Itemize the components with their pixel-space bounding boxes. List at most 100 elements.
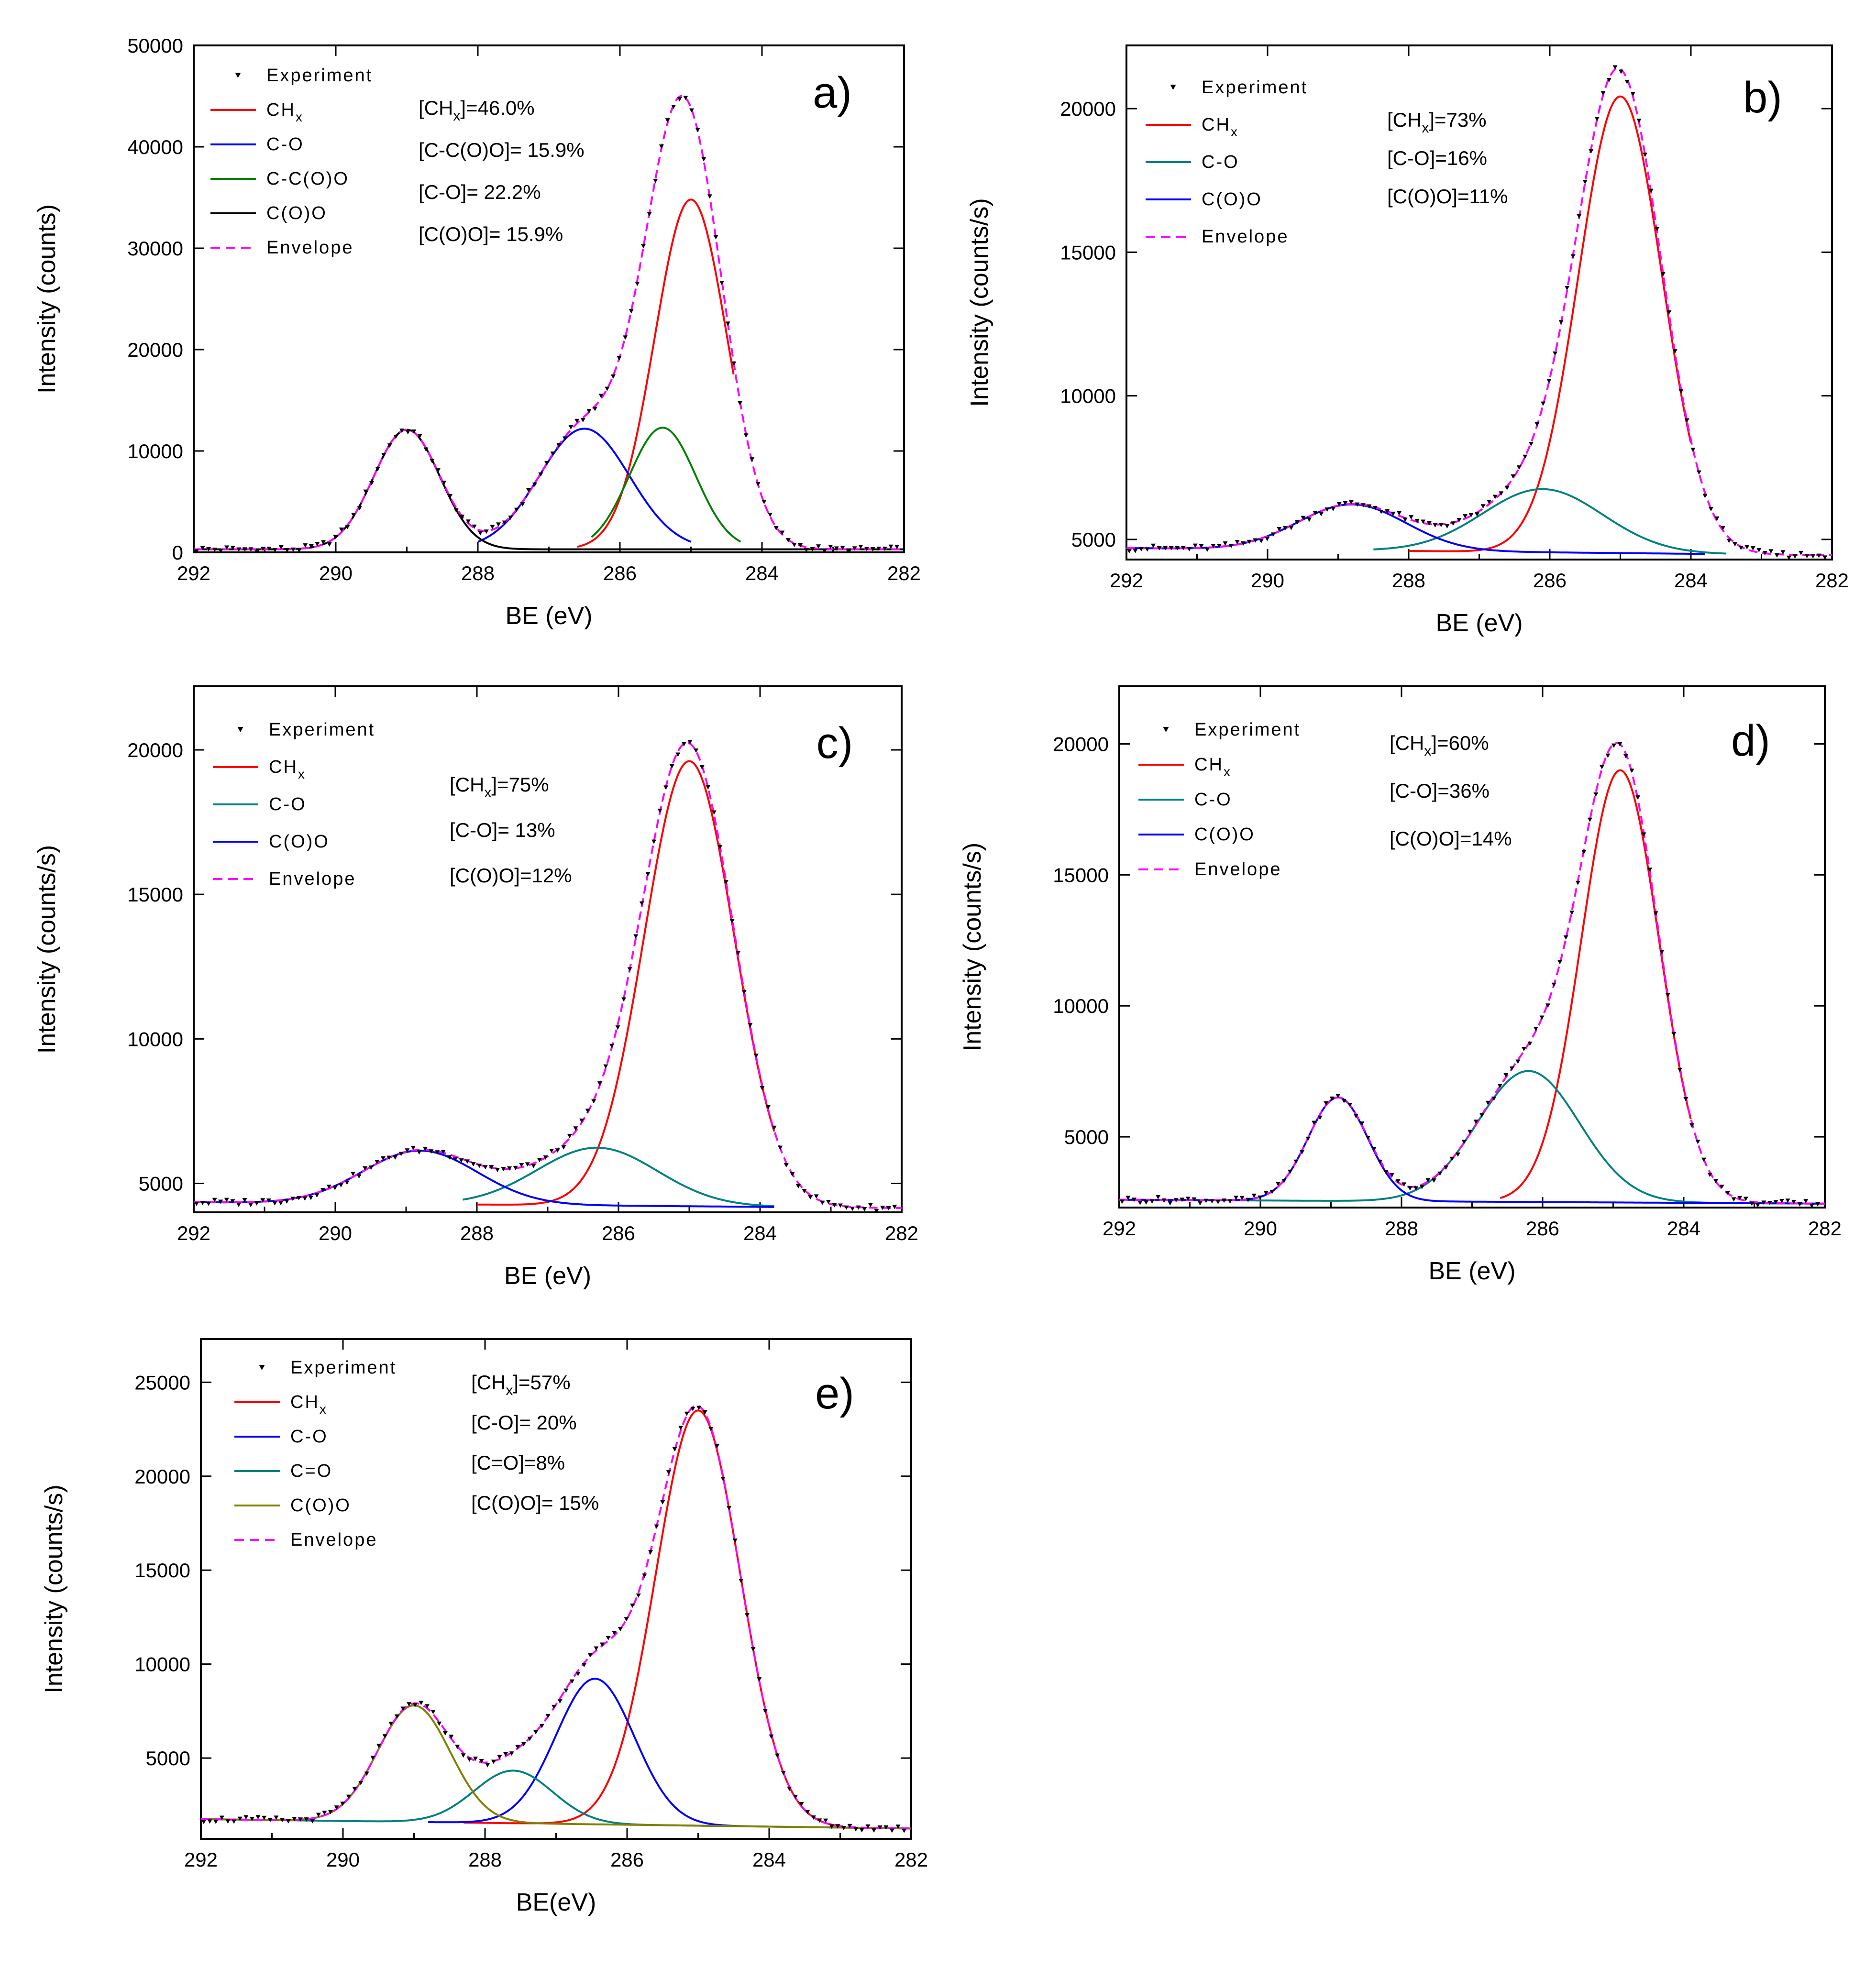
- experiment-point: [567, 1134, 572, 1139]
- experiment-point: [1577, 214, 1582, 219]
- experiment-point: [877, 1825, 883, 1830]
- experiment-point: [1731, 1197, 1736, 1202]
- experiment-point: [714, 1444, 719, 1449]
- experiment-point: [218, 1199, 223, 1204]
- experiment-point: [755, 482, 761, 486]
- experiment-point: [1336, 502, 1342, 506]
- x-tick-label: 286: [602, 1222, 635, 1244]
- experiment-point: [357, 506, 362, 511]
- experiment-point: [1414, 518, 1420, 523]
- experiment-point: [874, 1209, 879, 1212]
- experiment-point: [435, 1150, 440, 1155]
- experiment-point: [762, 1709, 768, 1714]
- experiment-point: [862, 1207, 867, 1212]
- experiment-point: [400, 1706, 406, 1711]
- experiment-point: [237, 1816, 243, 1821]
- experiment-point: [1558, 320, 1564, 325]
- experiment-point: [575, 1671, 581, 1676]
- experiment-point: [298, 1817, 303, 1822]
- experiment-point: [597, 1081, 602, 1086]
- experiment-point: [1479, 1113, 1485, 1118]
- experiment-point: [479, 1759, 484, 1764]
- legend-label: Experiment: [266, 66, 373, 86]
- experiment-point: [760, 1086, 765, 1090]
- experiment-point: [1222, 1198, 1227, 1203]
- experiment-point: [248, 547, 254, 552]
- experiment-point: [448, 494, 453, 499]
- experiment-point: [1151, 543, 1156, 548]
- experiment-point: [706, 785, 711, 790]
- experiment-point: [375, 467, 380, 472]
- experiment-point: [666, 1470, 671, 1475]
- experiment-point: [284, 1199, 289, 1204]
- experiment-point: [369, 481, 374, 486]
- experiment-point: [675, 752, 681, 757]
- experiment-point: [1643, 153, 1648, 157]
- experiment-point: [1515, 1059, 1521, 1064]
- experiment-point: [1343, 501, 1348, 505]
- y-tick-label: 15000: [1053, 864, 1109, 886]
- experiment-point: [315, 542, 320, 547]
- legend-marker: [1170, 85, 1176, 90]
- experiment-point: [594, 1646, 599, 1651]
- experiment-point: [568, 425, 574, 430]
- chart-panel-d: 292 290 288 286 284 282 5000 10000 15000 20000 BE …: [959, 685, 1842, 1285]
- experiment-point: [1492, 494, 1498, 499]
- experiment-point: [1156, 1195, 1161, 1199]
- experiment-point: [598, 394, 604, 398]
- legend-label: Envelope: [269, 869, 356, 889]
- experiment-point: [1353, 1114, 1358, 1119]
- experiment-point: [1395, 1179, 1401, 1184]
- experiment-point: [822, 549, 827, 552]
- experiment-point: [1390, 1173, 1395, 1177]
- experiment-point: [290, 1197, 296, 1201]
- experiment-point: [1289, 526, 1294, 530]
- experiment-point: [405, 1148, 410, 1153]
- experiment-point: [823, 1818, 828, 1823]
- experiment-point: [453, 508, 459, 513]
- y-axis-title: Intensity (counts/s): [959, 843, 986, 1051]
- experiment-point: [798, 543, 803, 548]
- experiment-point: [1756, 548, 1762, 552]
- experiment-point: [1437, 1171, 1443, 1176]
- experiment-point: [1209, 1199, 1214, 1204]
- experiment-point: [820, 1200, 825, 1205]
- experiment-point: [1605, 753, 1611, 758]
- experiment-point: [1683, 1097, 1688, 1102]
- experiment-point: [1144, 1200, 1149, 1205]
- y-tick-label: 5000: [146, 1747, 190, 1769]
- experiment-point: [1733, 542, 1738, 547]
- experiment-point: [381, 453, 386, 458]
- experiment-point: [207, 1819, 212, 1824]
- experiment-point: [461, 1753, 466, 1758]
- x-tick-label: 290: [319, 1222, 352, 1244]
- experiment-point: [872, 1828, 877, 1833]
- experiment-point: [422, 1147, 428, 1152]
- composition-annotation: [C(O)O]= 15.9%: [419, 223, 563, 245]
- experiment-point: [1413, 1186, 1419, 1191]
- composition-annotation: [C-O]=16%: [1387, 147, 1487, 169]
- experiment-point: [856, 1205, 861, 1210]
- experiment-point: [886, 1206, 891, 1210]
- experiment-point: [1371, 1147, 1377, 1152]
- experiment-point: [633, 934, 639, 939]
- experiment-point: [356, 1174, 362, 1179]
- experiment-point: [727, 1506, 732, 1511]
- series-envelope: [1119, 742, 1825, 1205]
- experiment-point: [569, 1679, 574, 1684]
- experiment-point: [562, 436, 567, 441]
- experiment-point: [651, 839, 656, 844]
- y-tick-label: 5000: [139, 1173, 183, 1195]
- experiment-point: [1161, 1198, 1167, 1203]
- experiment-point: [1223, 541, 1228, 546]
- experiment-point: [1563, 935, 1568, 940]
- x-tick-label: 288: [1392, 569, 1425, 592]
- experiment-point: [430, 459, 435, 463]
- experiment-point: [766, 1105, 771, 1110]
- composition-annotation: [C(O)O]= 15%: [471, 1492, 599, 1514]
- experiment-point: [678, 1426, 684, 1430]
- experiment-point: [1401, 1182, 1407, 1187]
- legend-label: C-O: [269, 794, 307, 814]
- experiment-point: [545, 1714, 551, 1718]
- experiment-point: [1475, 512, 1480, 517]
